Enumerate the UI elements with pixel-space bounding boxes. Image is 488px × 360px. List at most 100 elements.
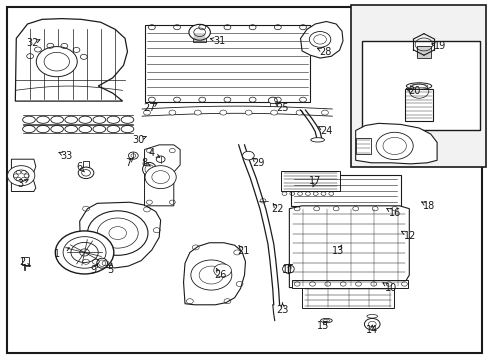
- Text: 21: 21: [237, 246, 249, 256]
- Text: 7: 7: [125, 158, 131, 168]
- Text: 32: 32: [26, 38, 39, 48]
- Text: 12: 12: [403, 231, 416, 240]
- Polygon shape: [144, 145, 180, 206]
- Circle shape: [188, 24, 210, 40]
- Bar: [302, 287, 393, 309]
- Ellipse shape: [406, 83, 431, 89]
- Circle shape: [87, 211, 148, 255]
- Ellipse shape: [97, 258, 107, 268]
- Text: 22: 22: [271, 204, 284, 215]
- Text: 17: 17: [308, 176, 321, 186]
- Text: 10: 10: [384, 283, 396, 293]
- Bar: [290, 175, 400, 206]
- Polygon shape: [15, 19, 127, 101]
- Circle shape: [245, 110, 252, 115]
- Ellipse shape: [22, 116, 35, 123]
- Bar: [405, 89, 432, 121]
- Bar: [355, 138, 370, 154]
- Ellipse shape: [65, 116, 78, 123]
- Ellipse shape: [79, 116, 91, 123]
- Circle shape: [156, 156, 164, 162]
- Bar: [82, 161, 89, 167]
- Circle shape: [143, 110, 150, 115]
- Circle shape: [268, 97, 277, 104]
- Bar: [193, 33, 205, 42]
- Circle shape: [194, 110, 201, 115]
- Bar: [361, 41, 479, 130]
- Ellipse shape: [310, 138, 324, 142]
- Circle shape: [55, 231, 114, 274]
- Text: 11: 11: [282, 265, 294, 275]
- Text: 1: 1: [54, 248, 60, 258]
- Text: 16: 16: [388, 208, 400, 218]
- Circle shape: [282, 265, 294, 273]
- Bar: [416, 45, 430, 58]
- Ellipse shape: [93, 126, 105, 133]
- Circle shape: [220, 110, 226, 115]
- Text: 6: 6: [77, 162, 82, 172]
- Polygon shape: [289, 206, 408, 288]
- Ellipse shape: [65, 126, 78, 133]
- Text: 18: 18: [422, 201, 434, 211]
- Circle shape: [270, 110, 277, 115]
- Bar: [350, 5, 486, 167]
- Bar: [144, 25, 310, 102]
- Ellipse shape: [320, 319, 331, 323]
- Circle shape: [364, 319, 379, 330]
- Circle shape: [190, 260, 231, 290]
- Text: 3: 3: [17, 179, 23, 189]
- Text: 14: 14: [366, 325, 378, 335]
- Text: 25: 25: [276, 103, 288, 113]
- Circle shape: [242, 151, 254, 160]
- Circle shape: [7, 166, 35, 186]
- Text: 9: 9: [90, 265, 96, 275]
- Text: 8: 8: [141, 158, 147, 168]
- Text: 28: 28: [318, 46, 330, 57]
- Circle shape: [375, 132, 412, 159]
- Circle shape: [169, 110, 176, 115]
- Ellipse shape: [79, 126, 91, 133]
- Ellipse shape: [51, 126, 63, 133]
- Ellipse shape: [366, 315, 377, 318]
- Ellipse shape: [121, 126, 134, 133]
- Text: 23: 23: [276, 305, 288, 315]
- Circle shape: [296, 110, 303, 115]
- Ellipse shape: [142, 162, 156, 176]
- Text: 20: 20: [407, 86, 420, 96]
- Circle shape: [321, 110, 328, 115]
- Text: 13: 13: [331, 246, 344, 256]
- Polygon shape: [11, 159, 36, 192]
- Bar: [22, 257, 29, 265]
- Ellipse shape: [107, 116, 120, 123]
- Text: 15: 15: [317, 321, 329, 331]
- Polygon shape: [80, 202, 160, 268]
- Ellipse shape: [121, 116, 134, 123]
- Text: 24: 24: [320, 126, 332, 135]
- Bar: [292, 280, 407, 288]
- Text: 29: 29: [251, 158, 264, 168]
- Text: 33: 33: [61, 150, 73, 161]
- Circle shape: [145, 166, 176, 189]
- Circle shape: [213, 264, 231, 277]
- Ellipse shape: [22, 126, 35, 133]
- Polygon shape: [300, 22, 342, 58]
- Polygon shape: [355, 123, 436, 164]
- Polygon shape: [183, 243, 245, 305]
- Circle shape: [36, 46, 77, 77]
- Text: 19: 19: [433, 41, 446, 50]
- Text: 4: 4: [148, 148, 155, 158]
- Text: 27: 27: [143, 103, 155, 113]
- Circle shape: [78, 167, 94, 179]
- Circle shape: [128, 152, 138, 159]
- Text: 30: 30: [132, 135, 144, 145]
- Text: 26: 26: [213, 270, 226, 280]
- Ellipse shape: [107, 126, 120, 133]
- Text: 2: 2: [20, 257, 26, 267]
- Ellipse shape: [51, 116, 63, 123]
- Ellipse shape: [37, 126, 49, 133]
- Bar: [281, 171, 339, 192]
- Ellipse shape: [37, 116, 49, 123]
- Text: 5: 5: [107, 265, 113, 275]
- Bar: [269, 101, 276, 107]
- Text: 31: 31: [213, 36, 225, 46]
